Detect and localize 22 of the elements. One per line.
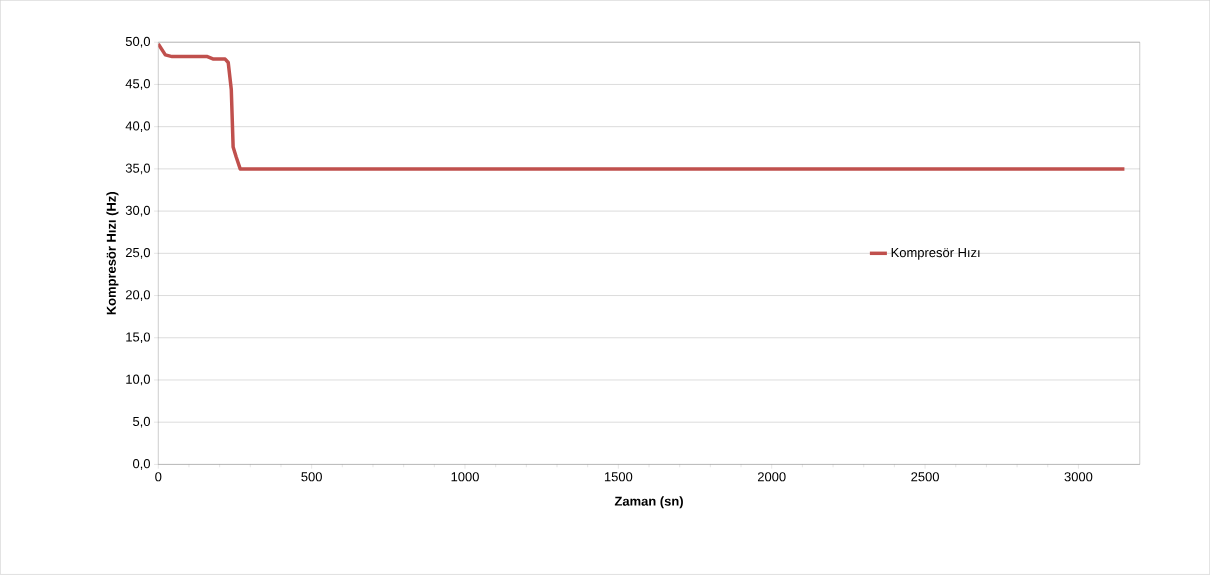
y-tick-label: 30,0 bbox=[125, 205, 151, 217]
y-tick-label: 35,0 bbox=[125, 163, 151, 175]
y-tick-label: 40,0 bbox=[125, 121, 151, 133]
y-tick-label: 25,0 bbox=[125, 248, 151, 259]
y-tick-label: 15,0 bbox=[126, 332, 151, 344]
line-series bbox=[158, 42, 1127, 171]
x-tick-label: 3000 bbox=[1064, 472, 1093, 482]
legend-label: Kompresör Hızı bbox=[891, 248, 980, 260]
x-tick-label: 2000 bbox=[757, 472, 786, 482]
y-axis-title: Kompresör Hızı (Hz) bbox=[106, 192, 119, 315]
y-tick-label: 45,0 bbox=[125, 79, 151, 90]
y-tick-label: 0,0 bbox=[133, 459, 151, 470]
x-tick-label: 500 bbox=[301, 472, 322, 482]
y-tick-label: 20,0 bbox=[125, 290, 151, 302]
x-tick-label: 0 bbox=[155, 472, 162, 482]
x-tick-label: 2500 bbox=[911, 472, 939, 482]
y-tick-label: 5,0 bbox=[133, 417, 151, 428]
x-tick-label: 1000 bbox=[451, 472, 479, 482]
y-tick-label: 10,0 bbox=[126, 374, 151, 386]
x-tick-label: 1500 bbox=[604, 472, 633, 482]
x-axis-title: Zaman (sn) bbox=[614, 496, 683, 509]
y-tick-label: 50,0 bbox=[125, 37, 151, 48]
